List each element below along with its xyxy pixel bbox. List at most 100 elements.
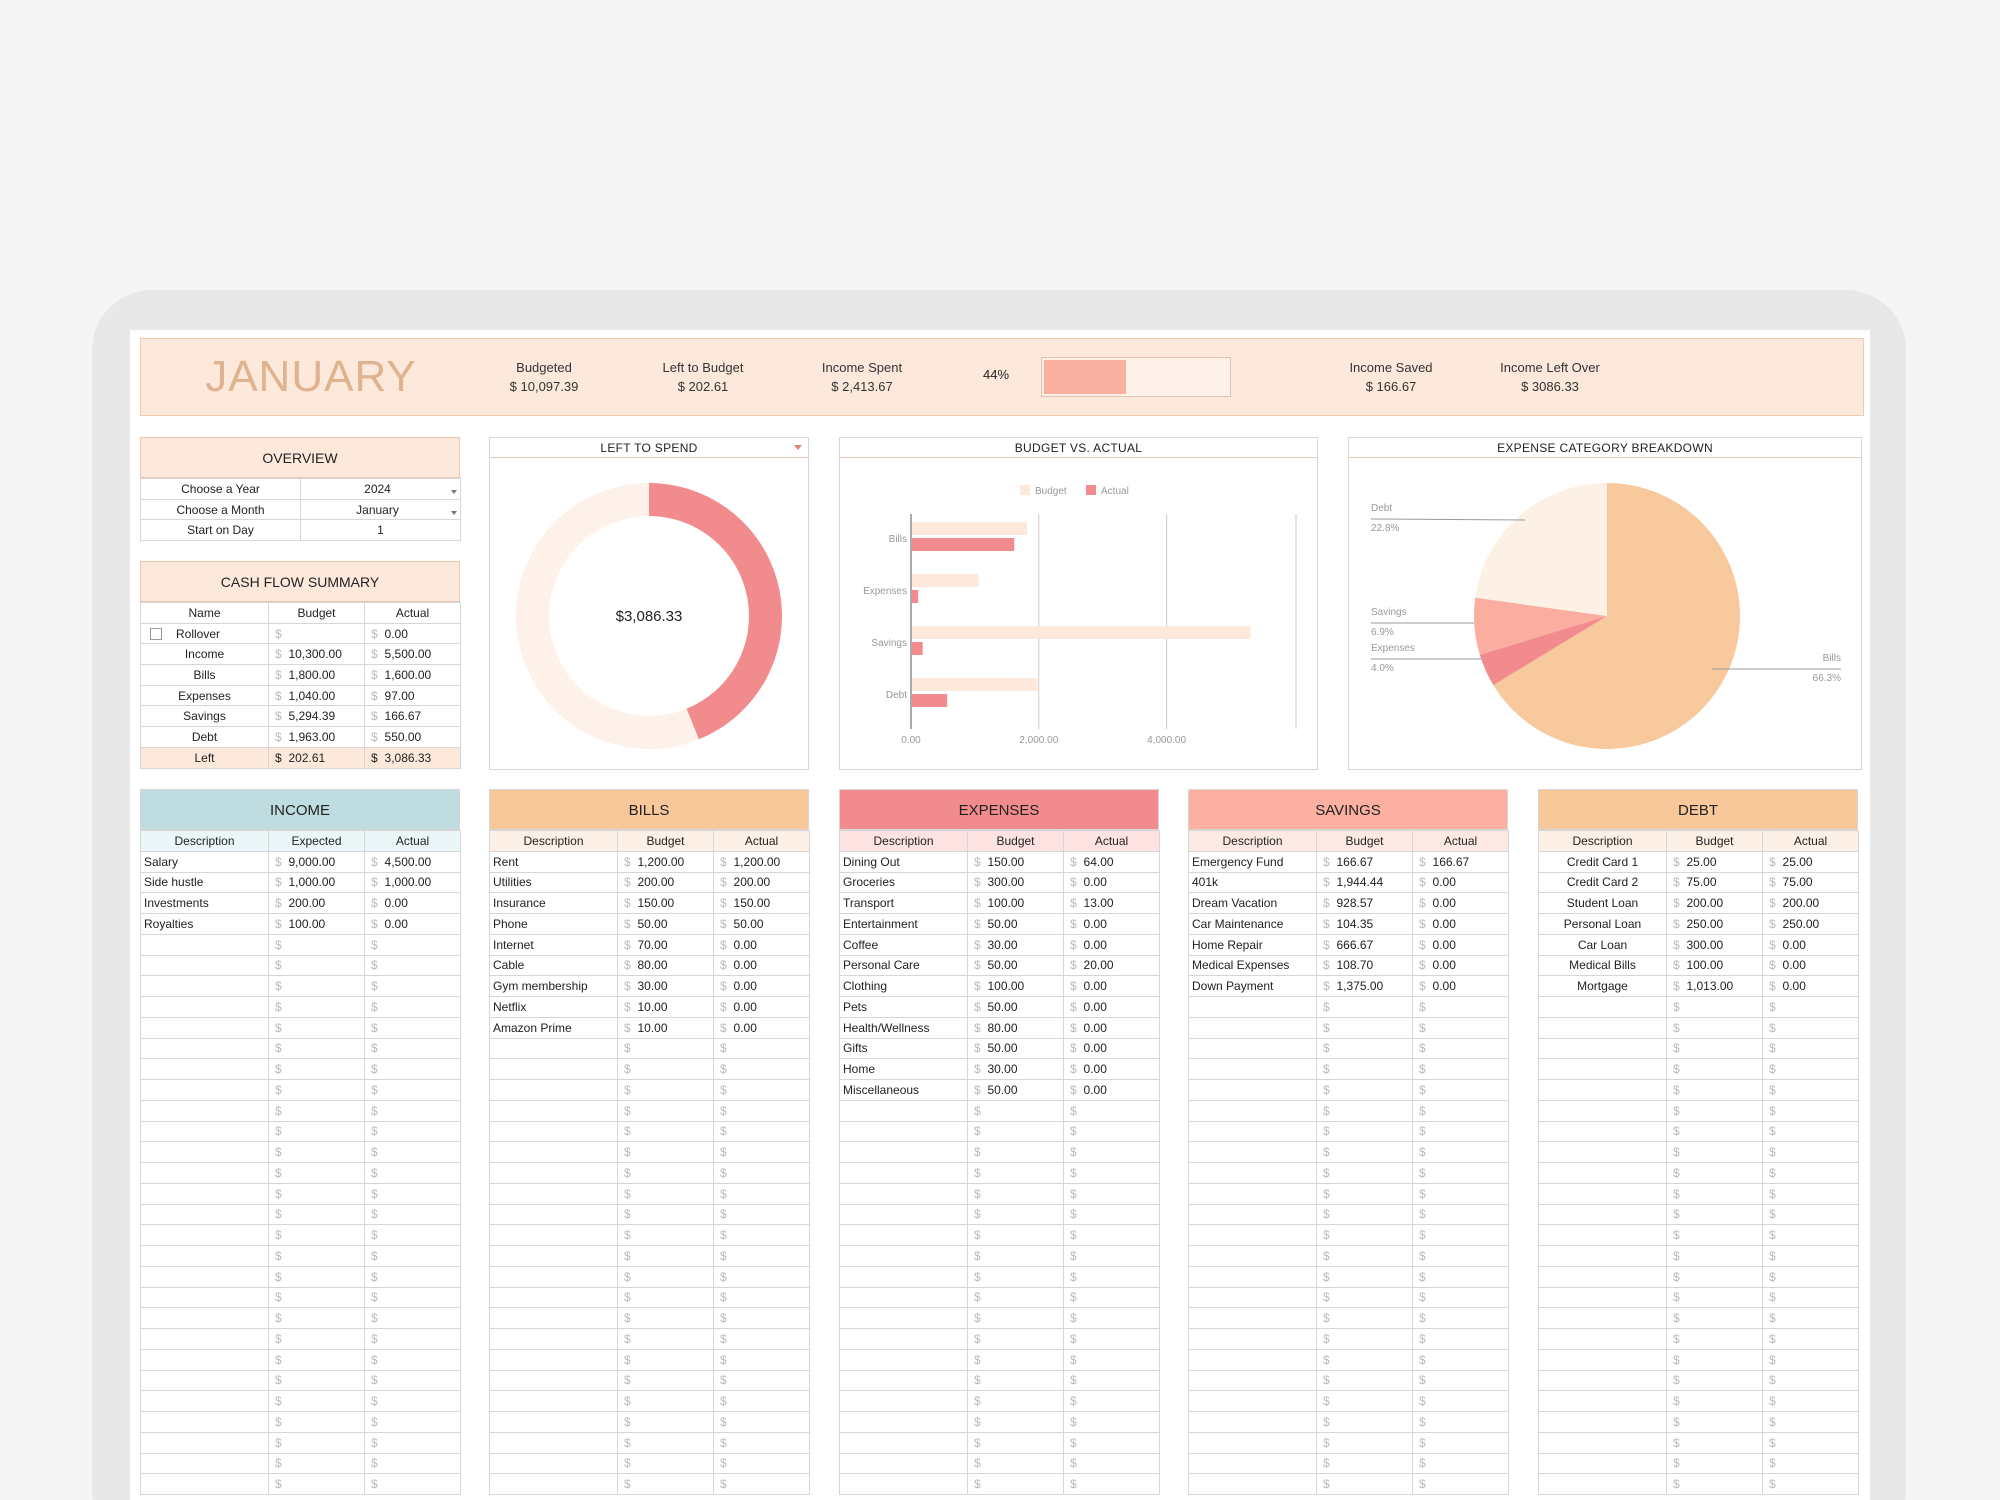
actual-cell[interactable] bbox=[1428, 1016, 1510, 1039]
actual-cell[interactable] bbox=[729, 1265, 811, 1288]
actual-cell[interactable] bbox=[729, 1079, 811, 1101]
actual-cell[interactable] bbox=[1428, 1079, 1510, 1101]
description-cell[interactable] bbox=[140, 1390, 269, 1412]
actual-cell[interactable]: 0.00 bbox=[380, 622, 462, 645]
actual-cell[interactable] bbox=[729, 1348, 811, 1371]
description-cell[interactable] bbox=[1188, 1162, 1317, 1184]
budget-cell[interactable] bbox=[983, 1473, 1065, 1495]
description-cell[interactable] bbox=[1188, 1265, 1317, 1288]
budget-cell[interactable]: 250.00 bbox=[1682, 913, 1764, 935]
budget-cell[interactable] bbox=[633, 1286, 715, 1309]
actual-cell[interactable] bbox=[380, 1037, 462, 1060]
description-cell[interactable] bbox=[489, 1079, 618, 1101]
budget-cell[interactable]: 200.00 bbox=[1682, 892, 1764, 914]
description-cell[interactable]: Side hustle bbox=[140, 871, 269, 894]
actual-cell[interactable] bbox=[1428, 1058, 1510, 1080]
description-cell[interactable]: 401k bbox=[1188, 871, 1317, 894]
budget-cell[interactable]: 150.00 bbox=[983, 850, 1065, 873]
budget-cell[interactable] bbox=[1332, 1390, 1414, 1412]
actual-cell[interactable]: 550.00 bbox=[380, 726, 462, 748]
actual-cell[interactable]: 75.00 bbox=[1778, 871, 1860, 894]
budget-cell[interactable] bbox=[633, 1120, 715, 1143]
description-cell[interactable]: Gifts bbox=[839, 1037, 968, 1060]
actual-cell[interactable] bbox=[1778, 1182, 1860, 1205]
actual-cell[interactable] bbox=[380, 1286, 462, 1309]
description-cell[interactable]: Royalties bbox=[140, 913, 269, 935]
description-cell[interactable]: Medical Expenses bbox=[1188, 954, 1317, 977]
description-cell[interactable] bbox=[1188, 1016, 1317, 1039]
budget-cell[interactable] bbox=[633, 1452, 715, 1475]
budget-cell[interactable] bbox=[1332, 1016, 1414, 1039]
budget-cell[interactable] bbox=[633, 1328, 715, 1350]
description-cell[interactable] bbox=[1538, 1265, 1667, 1288]
description-cell[interactable] bbox=[839, 1431, 968, 1454]
month-select[interactable]: January bbox=[300, 498, 461, 521]
budget-cell[interactable] bbox=[1682, 1369, 1764, 1392]
budget-cell[interactable] bbox=[284, 1473, 366, 1495]
description-cell[interactable] bbox=[489, 1307, 618, 1329]
budget-cell[interactable]: 100.00 bbox=[1682, 954, 1764, 977]
description-cell[interactable] bbox=[1538, 1120, 1667, 1143]
description-cell[interactable] bbox=[1188, 1431, 1317, 1454]
actual-cell[interactable] bbox=[1778, 1473, 1860, 1495]
actual-cell[interactable] bbox=[1428, 1452, 1510, 1475]
description-cell[interactable] bbox=[1188, 1328, 1317, 1350]
description-cell[interactable] bbox=[140, 1224, 269, 1246]
actual-cell[interactable] bbox=[1778, 1390, 1860, 1412]
description-cell[interactable] bbox=[140, 1099, 269, 1122]
description-cell[interactable] bbox=[1538, 1224, 1667, 1246]
description-cell[interactable] bbox=[1538, 1058, 1667, 1080]
budget-cell[interactable]: 928.57 bbox=[1332, 892, 1414, 914]
budget-cell[interactable] bbox=[284, 1390, 366, 1412]
actual-cell[interactable]: 64.00 bbox=[1079, 850, 1161, 873]
actual-cell[interactable] bbox=[1428, 1369, 1510, 1392]
actual-cell[interactable] bbox=[1778, 1016, 1860, 1039]
actual-cell[interactable]: 166.67 bbox=[380, 705, 462, 728]
description-cell[interactable]: Personal Care bbox=[839, 954, 968, 977]
actual-cell[interactable] bbox=[1079, 1162, 1161, 1184]
description-cell[interactable] bbox=[839, 1348, 968, 1371]
budget-cell[interactable]: 9,000.00 bbox=[284, 850, 366, 873]
budget-cell[interactable] bbox=[1682, 1265, 1764, 1288]
description-cell[interactable] bbox=[489, 1203, 618, 1226]
description-cell[interactable]: Cable bbox=[489, 954, 618, 977]
actual-cell[interactable] bbox=[1778, 1348, 1860, 1371]
description-cell[interactable] bbox=[1538, 1307, 1667, 1329]
description-cell[interactable]: Car Loan bbox=[1538, 933, 1667, 956]
budget-cell[interactable] bbox=[1682, 1224, 1764, 1246]
budget-cell[interactable] bbox=[284, 1120, 366, 1143]
description-cell[interactable] bbox=[1538, 1328, 1667, 1350]
description-cell[interactable] bbox=[1538, 1369, 1667, 1392]
actual-cell[interactable] bbox=[1079, 1224, 1161, 1246]
actual-cell[interactable]: 0.00 bbox=[729, 933, 811, 956]
description-cell[interactable] bbox=[1188, 1348, 1317, 1371]
actual-cell[interactable] bbox=[380, 1390, 462, 1412]
budget-cell[interactable] bbox=[983, 1348, 1065, 1371]
actual-cell[interactable] bbox=[1428, 1431, 1510, 1454]
budget-cell[interactable] bbox=[284, 1369, 366, 1392]
description-cell[interactable]: Utilities bbox=[489, 871, 618, 894]
budget-cell[interactable] bbox=[1682, 1348, 1764, 1371]
description-cell[interactable] bbox=[489, 1120, 618, 1143]
budget-cell[interactable] bbox=[284, 1348, 366, 1371]
actual-cell[interactable]: 5,500.00 bbox=[380, 643, 462, 666]
description-cell[interactable]: Home bbox=[839, 1058, 968, 1080]
description-cell[interactable] bbox=[140, 996, 269, 1018]
budget-cell[interactable]: 1,375.00 bbox=[1332, 975, 1414, 997]
budget-cell[interactable] bbox=[284, 1079, 366, 1101]
actual-cell[interactable] bbox=[380, 1369, 462, 1392]
actual-cell[interactable]: 0.00 bbox=[729, 996, 811, 1018]
budget-cell[interactable]: 30.00 bbox=[633, 975, 715, 997]
description-cell[interactable] bbox=[140, 1162, 269, 1184]
budget-cell[interactable]: 80.00 bbox=[633, 954, 715, 977]
actual-cell[interactable]: 0.00 bbox=[1428, 871, 1510, 894]
actual-cell[interactable]: 0.00 bbox=[1428, 913, 1510, 935]
description-cell[interactable] bbox=[140, 1245, 269, 1267]
budget-cell[interactable] bbox=[1332, 1348, 1414, 1371]
budget-cell[interactable]: 10.00 bbox=[633, 996, 715, 1018]
budget-cell[interactable] bbox=[1332, 1473, 1414, 1495]
actual-cell[interactable]: 0.00 bbox=[380, 892, 462, 914]
description-cell[interactable] bbox=[489, 1431, 618, 1454]
description-cell[interactable] bbox=[1188, 1099, 1317, 1122]
budget-cell[interactable] bbox=[1332, 1037, 1414, 1060]
